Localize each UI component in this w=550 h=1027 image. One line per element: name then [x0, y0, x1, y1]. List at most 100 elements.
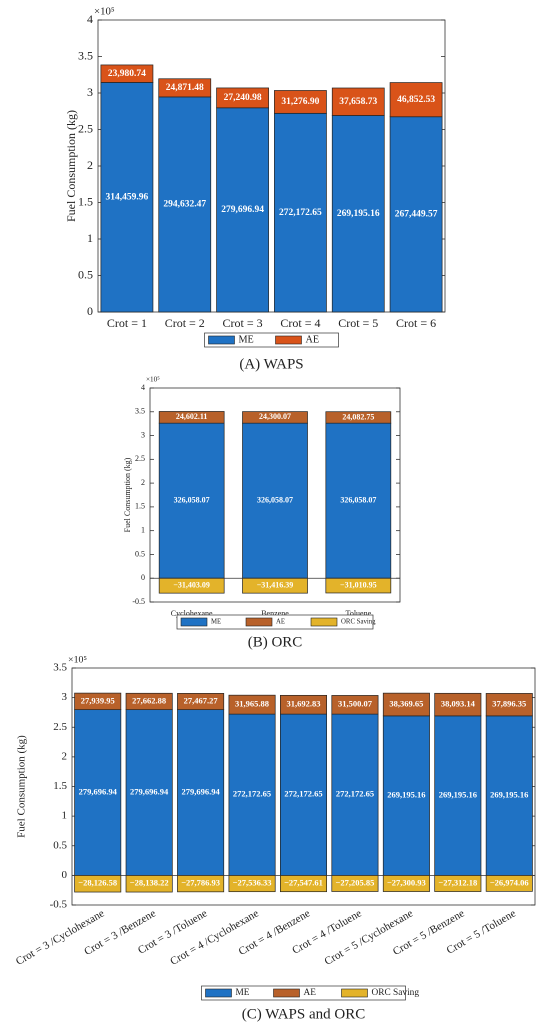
- data-label: −26,974.06: [490, 877, 529, 887]
- y-tick-label: 1: [141, 525, 145, 534]
- x-tick-label: Crot = 3 /Cyclohexane: [14, 907, 107, 967]
- data-label: 267,449.57: [395, 210, 438, 220]
- data-label: −31,010.95: [340, 580, 377, 589]
- bar-segment: [331, 695, 379, 715]
- x-tick-label: Toluene: [346, 609, 372, 618]
- data-label: −27,786.93: [181, 878, 220, 888]
- x-tick-label: Crot = 4: [280, 316, 320, 330]
- y-tick-label: 0: [141, 573, 145, 582]
- data-label: 27,467.27: [184, 695, 219, 705]
- bar-segment: [125, 709, 173, 876]
- legend-swatch: [180, 617, 208, 627]
- bar-segment: [74, 709, 122, 876]
- bar-segment: [228, 694, 276, 715]
- legend-label: ORC Saving: [372, 988, 420, 998]
- bar-segment: [280, 694, 328, 715]
- bar-segment: [331, 115, 385, 313]
- data-label: 24,300.07: [259, 412, 291, 421]
- bar-segment: [485, 715, 533, 876]
- y-tick-label: 0.5: [135, 549, 145, 558]
- bar-segment: [74, 692, 122, 711]
- bar-segment: [216, 87, 269, 109]
- x-tick-label: Cyclohexane: [171, 609, 213, 618]
- data-label: 326,058.07: [340, 496, 376, 505]
- data-label: −27,547.61: [284, 877, 323, 887]
- data-label: 37,896.35: [492, 699, 526, 709]
- y-multiplier: ×10⁵: [146, 376, 160, 384]
- bar-segment: [274, 112, 327, 313]
- data-label: 24,871.48: [166, 83, 204, 93]
- bar-segment: [228, 713, 276, 876]
- data-label: 27,939.95: [81, 695, 115, 705]
- bar-segment: [216, 107, 269, 313]
- data-label: −31,403.09: [173, 581, 210, 590]
- legend-swatch: [208, 335, 235, 345]
- data-label: 269,195.16: [490, 790, 528, 800]
- data-label: 46,852.53: [397, 95, 435, 105]
- bar-segment: [242, 411, 308, 424]
- data-label: −28,126.58: [78, 878, 117, 888]
- x-tick-label: Crot = 5: [338, 316, 378, 330]
- bar-segment: [274, 90, 327, 114]
- data-label: 279,696.94: [181, 786, 220, 796]
- legend-swatch: [205, 988, 232, 998]
- data-label: 272,172.65: [336, 789, 374, 799]
- legend-label: ME: [239, 334, 254, 345]
- y-tick-label: 0.5: [53, 839, 67, 851]
- y-tick-label: 0: [87, 304, 93, 318]
- data-label: 37,658.73: [339, 97, 377, 107]
- data-label: 24,082.75: [342, 412, 374, 421]
- bar-segment: [434, 715, 482, 876]
- bar-segment: [158, 96, 212, 313]
- data-label: 38,093.14: [441, 699, 476, 709]
- legend-swatch: [273, 988, 300, 998]
- caption: (B) ORC: [248, 634, 303, 650]
- y-axis-label: Fuel Consumption (kg): [123, 457, 132, 532]
- y-axis-label: Fuel Consumption (kg): [64, 110, 78, 222]
- y-tick-label: 2: [141, 478, 145, 487]
- data-label: 279,696.94: [79, 786, 118, 796]
- legend-label: ME: [211, 619, 221, 626]
- legend-label: ME: [236, 988, 250, 998]
- y-tick-label: 2.5: [135, 454, 145, 463]
- x-tick-label: Crot = 1: [107, 316, 147, 330]
- legend-swatch: [245, 617, 273, 627]
- data-label: 279,696.94: [130, 786, 169, 796]
- y-tick-label: -0.5: [50, 899, 68, 911]
- bar-segment: [382, 692, 430, 717]
- data-label: −27,300.93: [387, 877, 426, 887]
- data-label: 269,195.16: [439, 790, 477, 800]
- data-label: 269,195.16: [387, 790, 425, 800]
- y-tick-label: 1.5: [135, 502, 145, 511]
- x-tick-label: Crot = 4 /Cyclohexane: [168, 907, 261, 967]
- bar-segment: [125, 692, 173, 711]
- bar-segment: [389, 116, 443, 313]
- bar-segment: [177, 709, 225, 876]
- legend-swatch: [275, 335, 302, 345]
- data-label: 27,662.88: [132, 695, 166, 705]
- caption: (A) WAPS: [239, 356, 303, 372]
- data-label: −27,205.85: [336, 877, 375, 887]
- x-tick-label: Crot = 3: [223, 316, 263, 330]
- legend-label: ORC Saving: [341, 619, 376, 626]
- y-tick-label: 3: [62, 691, 68, 703]
- data-label: 31,276.90: [281, 97, 319, 107]
- data-label: 38,369.65: [389, 698, 423, 708]
- bar-segment: [158, 411, 225, 424]
- bar-segment: [280, 713, 328, 876]
- data-label: 294,632.47: [163, 200, 206, 210]
- y-tick-label: 2.5: [78, 121, 93, 135]
- bar-segment: [434, 692, 482, 717]
- data-label: 23,980.74: [108, 69, 146, 79]
- data-label: 269,195.16: [337, 209, 380, 219]
- y-multiplier: ×10⁵: [94, 5, 115, 17]
- y-tick-label: 3.5: [78, 48, 93, 62]
- y-tick-label: 3.5: [135, 407, 145, 416]
- y-tick-label: 0: [62, 869, 68, 881]
- legend-label: AE: [304, 988, 317, 998]
- data-label: 272,172.65: [284, 789, 322, 799]
- legend-label: AE: [306, 334, 320, 345]
- legend-swatch: [310, 617, 338, 627]
- legend-box: [204, 332, 339, 348]
- bar-segment: [158, 78, 212, 98]
